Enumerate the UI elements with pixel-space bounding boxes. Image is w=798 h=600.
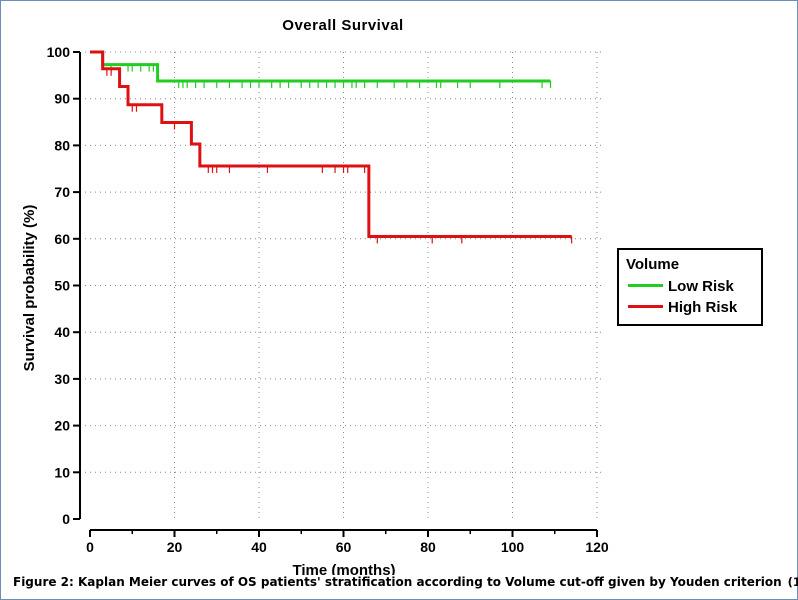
- grid-layer: [85, 51, 605, 519]
- axes-layer: 0 10 20 30 40 50 60 70 80 90 100 0 20 40 60 80 100 120: [47, 44, 609, 555]
- y-tick-label: 30: [54, 371, 70, 387]
- caption-units: (11 cc): [787, 575, 798, 589]
- x-tick-label: 0: [86, 539, 94, 555]
- km-chart: Overall Survival 01020304050607080901000…: [21, 17, 763, 575]
- y-axis-label: Survival probability (%): [21, 205, 38, 372]
- legend-label-low-risk: Low Risk: [668, 278, 735, 295]
- y-tick-label: 50: [54, 278, 70, 294]
- x-tick-label: 120: [585, 539, 609, 555]
- x-tick-label: 100: [501, 539, 525, 555]
- caption-text: Figure 2: Kaplan Meier curves of OS pati…: [13, 575, 782, 589]
- y-tick-label: 70: [54, 184, 70, 200]
- figure-caption: Figure 2: Kaplan Meier curves of OS pati…: [13, 575, 798, 589]
- legend: Volume Low Risk High Risk: [617, 248, 763, 326]
- y-tick-label: 80: [54, 137, 70, 153]
- km-curve-low-risk: [90, 50, 551, 83]
- x-tick-label: 80: [420, 539, 436, 555]
- y-tick-label: 10: [54, 464, 70, 480]
- x-tick-label: 20: [167, 539, 183, 555]
- x-tick-label: 40: [251, 539, 267, 555]
- series-layer: [90, 50, 573, 244]
- y-tick-label: 20: [54, 418, 70, 434]
- y-tick-label: 60: [54, 231, 70, 247]
- y-tick-label: 90: [54, 91, 70, 107]
- legend-title: Volume: [626, 256, 679, 273]
- legend-label-high-risk: High Risk: [668, 299, 738, 316]
- y-tick-label: 0: [62, 511, 70, 527]
- x-axis-label: Time (months): [292, 562, 395, 575]
- x-tick-label: 60: [336, 539, 352, 555]
- chart-title: Overall Survival: [282, 17, 403, 34]
- y-tick-label: 100: [47, 44, 71, 60]
- y-tick-label: 40: [54, 324, 70, 340]
